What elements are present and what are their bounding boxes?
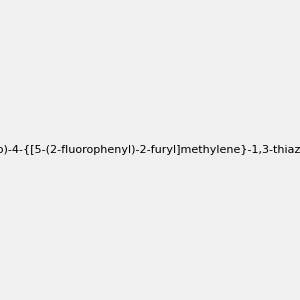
Text: 2-(benzylthio)-4-{[5-(2-fluorophenyl)-2-furyl]methylene}-1,3-thiazol-5(4H)-one: 2-(benzylthio)-4-{[5-(2-fluorophenyl)-2-… <box>0 145 300 155</box>
